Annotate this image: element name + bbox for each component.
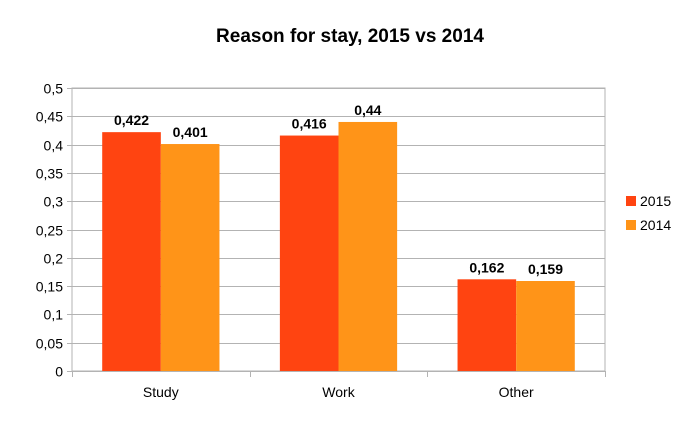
- chart-title: Reason for stay, 2015 vs 2014: [216, 26, 484, 47]
- y-tick-label: 0: [55, 364, 63, 380]
- data-labels: 0,422 0,416 0,162 0,401 0,44 0,159: [114, 102, 563, 277]
- bar-2014: [160, 144, 220, 371]
- data-label: 0,416: [292, 116, 327, 132]
- legend-swatch-2015: [626, 196, 636, 206]
- y-tick-label: 0,25: [36, 223, 63, 239]
- data-label: 0,422: [114, 112, 149, 128]
- legend-swatch-2014: [626, 220, 636, 230]
- legend-label: 2015: [640, 193, 671, 209]
- bar-2014: [516, 281, 575, 371]
- y-tick-label: 0,45: [36, 109, 63, 125]
- data-label: 0,162: [469, 259, 504, 275]
- y-tick-label: 0,05: [36, 336, 63, 352]
- legend-label: 2014: [640, 217, 671, 233]
- x-category-label: Study: [143, 384, 179, 400]
- bar-2015: [457, 279, 517, 371]
- x-category-label: Work: [322, 384, 355, 400]
- y-tick-label: 0,2: [44, 251, 64, 267]
- y-tick-label: 0,3: [44, 194, 64, 210]
- x-category-label: Other: [499, 384, 534, 400]
- bar-2015: [102, 132, 161, 371]
- y-tick-label: 0,15: [36, 279, 63, 295]
- y-tick-label: 0,4: [44, 138, 64, 154]
- y-tick-label: 0,1: [44, 307, 64, 323]
- bar-2015: [279, 135, 339, 371]
- data-label: 0,401: [173, 124, 208, 140]
- bars: [102, 121, 575, 372]
- data-label: 0,159: [528, 261, 563, 277]
- y-tick-label: 0,35: [36, 166, 63, 182]
- data-label: 0,44: [354, 102, 381, 118]
- legend: 2015 2014: [626, 193, 671, 233]
- axes: 0 0,05 0,1 0,15 0,2 0,25 0,3 0,35 0,4 0,45 0,5 Stud…: [36, 81, 606, 400]
- bar-2014: [338, 121, 398, 372]
- y-tick-label: 0,5: [44, 81, 64, 97]
